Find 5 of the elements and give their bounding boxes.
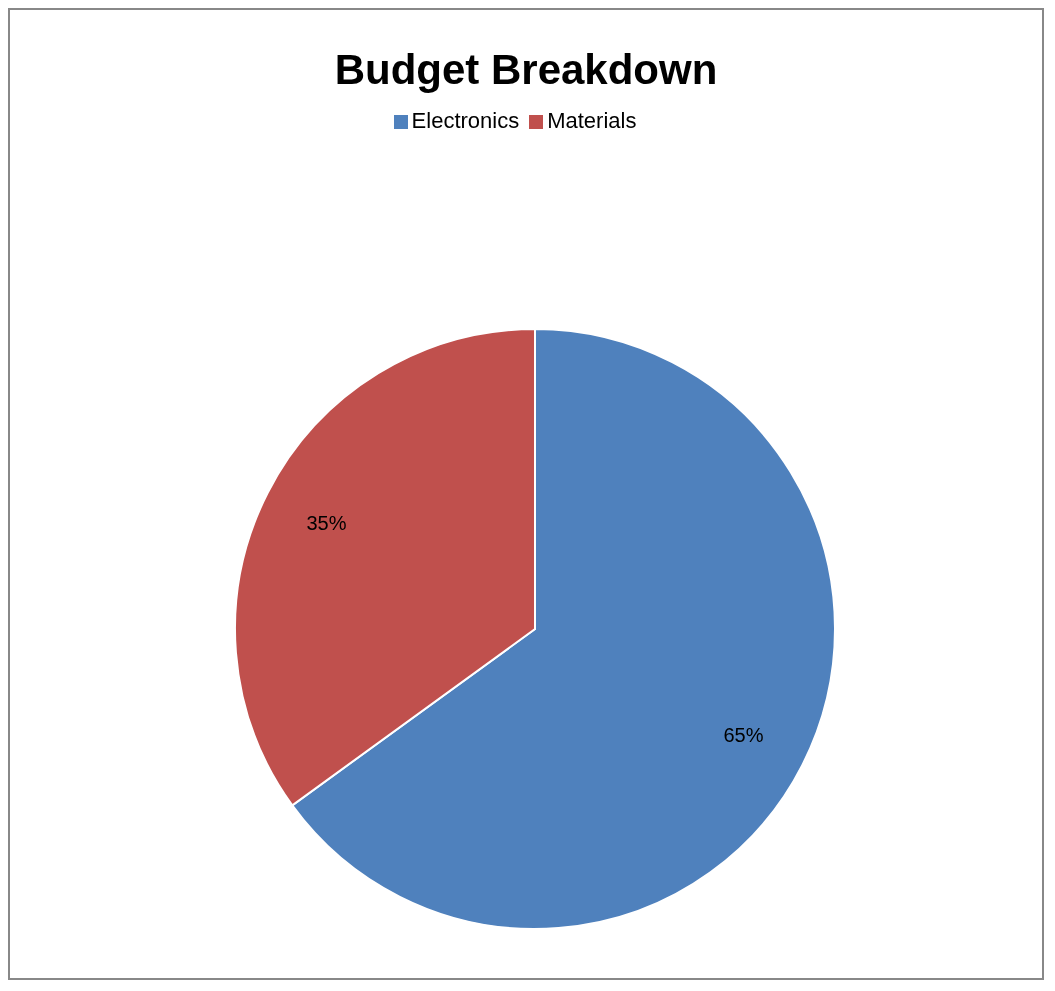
chart-title: Budget Breakdown [333,46,719,94]
data-label: 35% [306,511,347,534]
data-label: 65% [723,724,764,747]
legend-label: Electronics [411,108,520,133]
legend-label: Materials [547,108,637,133]
